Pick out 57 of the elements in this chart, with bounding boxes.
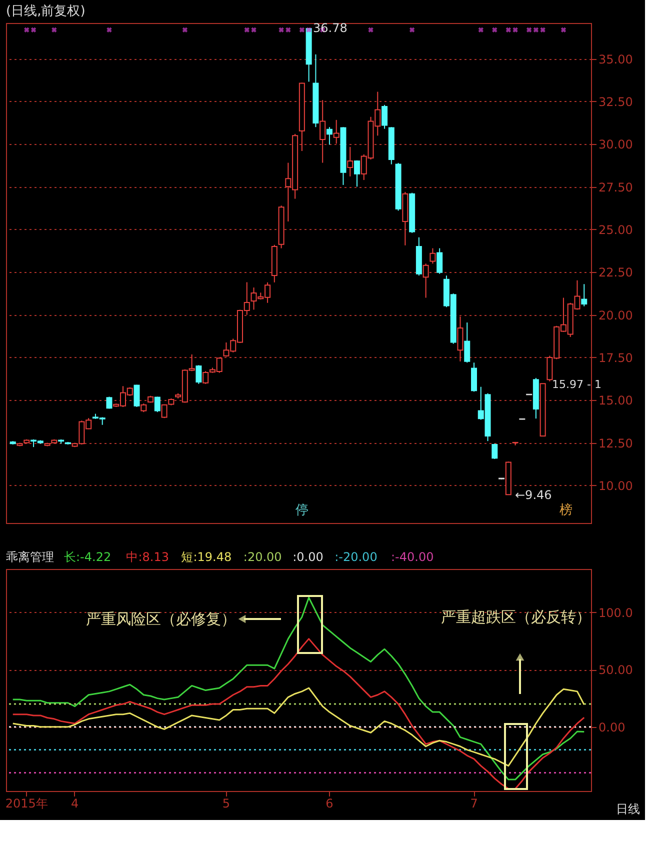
candlestick bbox=[347, 146, 354, 177]
x-tick-label: 6 bbox=[326, 796, 334, 810]
annotation: 15.97 - 1 bbox=[552, 378, 602, 391]
y-tick-label: 0.00 bbox=[598, 720, 626, 734]
chart-title: 乖离管理 bbox=[6, 550, 54, 564]
line-series bbox=[12, 596, 585, 780]
x-tick-label: 5 bbox=[222, 796, 230, 810]
ref-line-label: :-40.00 bbox=[391, 550, 434, 564]
candlestick bbox=[320, 100, 326, 164]
y-tick-label: 100.0 bbox=[598, 606, 633, 620]
chart-title: (日线,前复权) bbox=[6, 4, 86, 19]
candlestick bbox=[581, 284, 588, 307]
line-series bbox=[12, 687, 585, 767]
annotation: 严重风险区（必修复） bbox=[86, 610, 236, 628]
text: 长:-4.22 bbox=[64, 550, 112, 564]
candlestick bbox=[354, 160, 360, 188]
candlestick bbox=[134, 384, 140, 408]
candlestick bbox=[436, 248, 443, 274]
text: 中:8.13 bbox=[126, 550, 169, 564]
candlestick bbox=[422, 263, 429, 298]
y-tick-label: 50.00 bbox=[598, 663, 633, 678]
candlestick bbox=[471, 362, 477, 392]
y-tick-label: 30.00 bbox=[598, 138, 633, 152]
ref-line-label: :-20.00 bbox=[334, 550, 378, 564]
candlestick bbox=[333, 119, 340, 144]
x-tick-label: 2015年 bbox=[5, 796, 48, 810]
text: 短:19.48 bbox=[181, 550, 232, 564]
annotation: 榜 bbox=[560, 503, 572, 518]
ref-line-label: :0.00 bbox=[292, 550, 324, 564]
candlestick bbox=[326, 126, 332, 146]
y-tick-label: 25.00 bbox=[598, 222, 633, 237]
x-tick-label: 7 bbox=[470, 796, 478, 810]
y-tick-label: 32.50 bbox=[598, 95, 633, 109]
y-tick-label: 35.00 bbox=[598, 52, 633, 66]
y-tick-label: 20.00 bbox=[598, 308, 633, 322]
candlestick bbox=[196, 364, 202, 384]
y-tick-label: 17.50 bbox=[598, 350, 633, 365]
line-series bbox=[12, 638, 585, 790]
candlestick bbox=[430, 248, 436, 264]
y-tick-label: 10.00 bbox=[598, 478, 633, 493]
annotation: 严重超跌区（必反转） bbox=[441, 608, 591, 626]
annotation: 36.78 bbox=[313, 21, 348, 35]
y-tick-label: 12.50 bbox=[598, 436, 633, 450]
y-tick-label: 27.50 bbox=[598, 180, 633, 194]
y-tick-label: 15.00 bbox=[598, 394, 633, 408]
annotation: 停 bbox=[296, 503, 308, 518]
ref-line-label: :20.00 bbox=[243, 550, 282, 564]
candlestick bbox=[457, 316, 464, 362]
text: 日线 bbox=[616, 802, 640, 816]
y-tick-label: 22.50 bbox=[598, 266, 633, 280]
candlestick bbox=[161, 404, 168, 419]
x-tick-label: 4 bbox=[71, 796, 79, 810]
candlestick bbox=[492, 443, 498, 460]
candlestick bbox=[464, 322, 470, 364]
candlestick bbox=[382, 104, 388, 130]
candlestick bbox=[154, 396, 160, 413]
annotation: ←9.46 bbox=[515, 488, 552, 502]
